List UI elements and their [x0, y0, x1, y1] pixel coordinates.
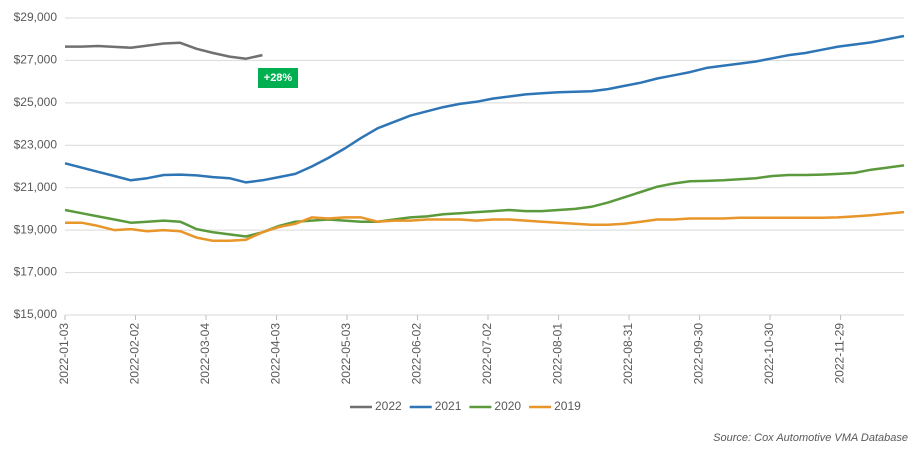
- x-tick-label: 2022-08-31: [621, 323, 635, 385]
- y-tick-label: $29,000: [14, 10, 58, 24]
- x-tick-label: 2022-07-02: [480, 323, 494, 385]
- series-line: [64, 34, 905, 184]
- x-tick-label: 2022-03-04: [198, 323, 212, 385]
- x-tick-label: 2022-08-01: [551, 323, 565, 385]
- annotation-box: [258, 68, 298, 88]
- series-line: [64, 164, 905, 238]
- y-tick-label: $27,000: [14, 53, 58, 67]
- series-line: [65, 210, 905, 243]
- annotation: +28%: [264, 72, 293, 84]
- x-tick-label: 2022-09-30: [692, 323, 706, 385]
- y-tick-label: $25,000: [14, 95, 58, 109]
- legend-label: 2021: [435, 399, 462, 413]
- x-tick-label: 2022-05-03: [339, 323, 353, 385]
- y-tick-label: $23,000: [14, 137, 58, 151]
- source: Source: Cox Automotive VMA Database: [713, 432, 908, 444]
- x-tick-label: 2022-11-29: [833, 323, 847, 384]
- x-tick-label: 2022-02-02: [128, 323, 142, 385]
- x-tick-label: 2022-06-02: [410, 323, 424, 385]
- y-tick-label: $15,000: [14, 307, 58, 321]
- legend-label: 2019: [554, 399, 581, 413]
- legend-label: 2020: [494, 399, 521, 413]
- series-line: [65, 41, 263, 60]
- y-tick-label: $21,000: [14, 180, 58, 194]
- x-tick-label: 2022-01-03: [57, 323, 71, 385]
- x-tick-label: 2022-04-03: [269, 323, 283, 385]
- y-tick-label: $19,000: [14, 222, 58, 236]
- x-tick-label: 2022-10-30: [762, 323, 776, 385]
- y-tick-label: $17,000: [14, 265, 58, 279]
- legend-label: 2022: [375, 399, 402, 413]
